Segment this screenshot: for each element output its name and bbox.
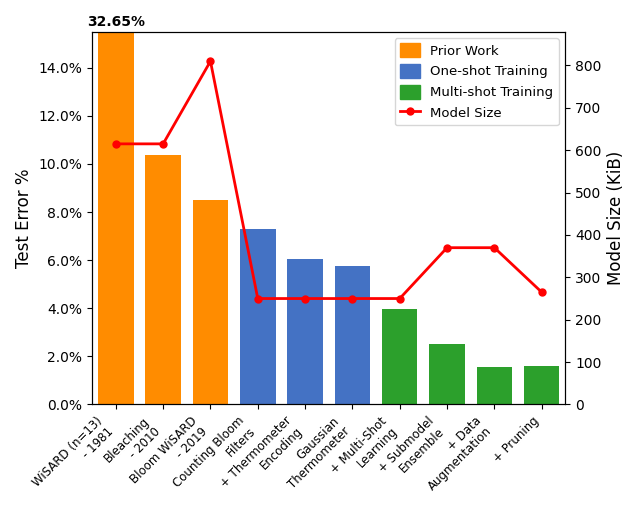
Y-axis label: Model Size (KiB): Model Size (KiB) [607,151,625,285]
Bar [477,367,512,405]
Bar [98,31,134,405]
Bar [145,155,181,405]
Legend: Prior Work, One-shot Training, Multi-shot Training, Model Size: Prior Work, One-shot Training, Multi-sho… [395,38,559,125]
Bar [429,344,465,405]
Bar [193,200,228,405]
Bar [335,266,370,405]
Y-axis label: Test Error %: Test Error % [15,168,33,268]
Bar [524,366,559,405]
Bar [287,259,323,405]
Bar [382,309,417,405]
Bar [240,229,275,405]
Text: 32.65%: 32.65% [87,15,145,29]
